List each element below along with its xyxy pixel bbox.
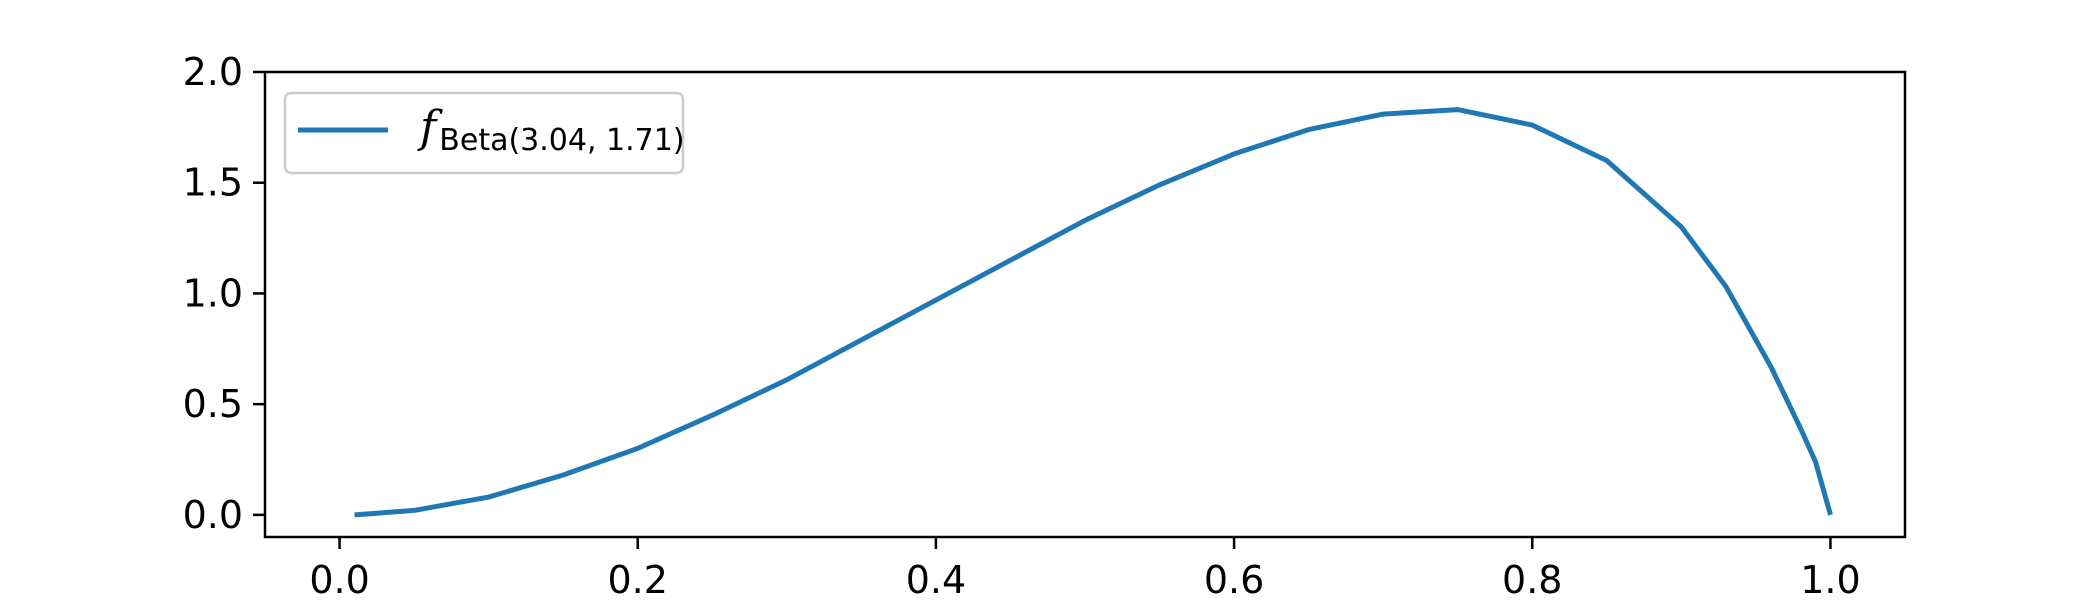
legend-label-subscript: Beta(3.04, 1.71) — [439, 123, 684, 158]
x-tick-label: 0.6 — [1204, 558, 1264, 600]
x-axis: 0.0 0.2 0.4 0.6 0.8 1.0 — [309, 537, 1861, 600]
legend-box — [283, 91, 685, 175]
y-tick-label: 0.0 — [183, 493, 243, 537]
y-tick-label: 2.0 — [183, 50, 243, 94]
x-tick-label: 0.2 — [608, 558, 668, 600]
x-tick-label: 1.0 — [1800, 558, 1860, 600]
axes-frame — [263, 70, 1907, 539]
y-axis: 0.0 0.5 1.0 1.5 2.0 — [183, 50, 265, 537]
y-tick-label: 1.5 — [183, 161, 243, 205]
x-tick-label: 0.4 — [906, 558, 966, 600]
legend: f Beta(3.04, 1.71) — [283, 91, 685, 175]
y-tick-label: 1.0 — [183, 271, 243, 315]
legend-label: f Beta(3.04, 1.71) — [417, 102, 685, 158]
x-tick-label: 0.8 — [1502, 558, 1562, 600]
series-line — [354, 107, 1833, 518]
x-tick-label: 0.0 — [309, 558, 369, 600]
series-layer — [354, 107, 1833, 518]
y-tick-label: 0.5 — [183, 382, 243, 426]
